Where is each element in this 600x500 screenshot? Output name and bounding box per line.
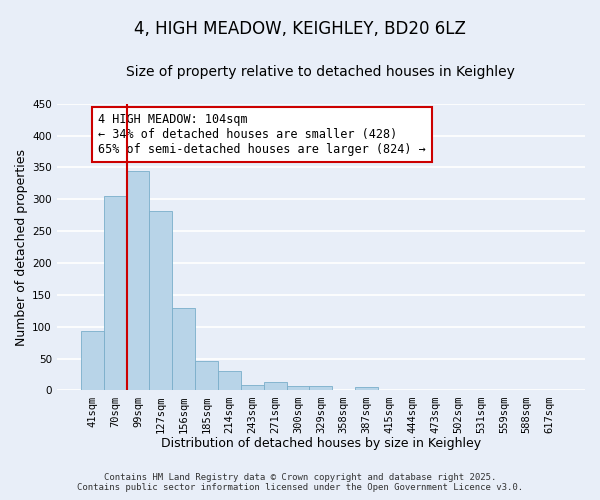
Bar	[172, 308, 195, 390]
Text: 4, HIGH MEADOW, KEIGHLEY, BD20 6LZ: 4, HIGH MEADOW, KEIGHLEY, BD20 6LZ	[134, 20, 466, 38]
Bar	[310, 386, 332, 390]
Bar	[264, 382, 287, 390]
Bar	[355, 386, 378, 390]
Y-axis label: Number of detached properties: Number of detached properties	[15, 148, 28, 346]
Text: 4 HIGH MEADOW: 104sqm
← 34% of detached houses are smaller (428)
65% of semi-det: 4 HIGH MEADOW: 104sqm ← 34% of detached …	[98, 114, 425, 156]
Title: Size of property relative to detached houses in Keighley: Size of property relative to detached ho…	[127, 65, 515, 79]
Text: Contains HM Land Registry data © Crown copyright and database right 2025.
Contai: Contains HM Land Registry data © Crown c…	[77, 473, 523, 492]
Bar	[149, 211, 172, 390]
Bar	[241, 384, 264, 390]
X-axis label: Distribution of detached houses by size in Keighley: Distribution of detached houses by size …	[161, 437, 481, 450]
Bar	[218, 372, 241, 390]
Bar	[81, 331, 104, 390]
Bar	[127, 172, 149, 390]
Bar	[195, 361, 218, 390]
Bar	[287, 386, 310, 390]
Bar	[104, 196, 127, 390]
